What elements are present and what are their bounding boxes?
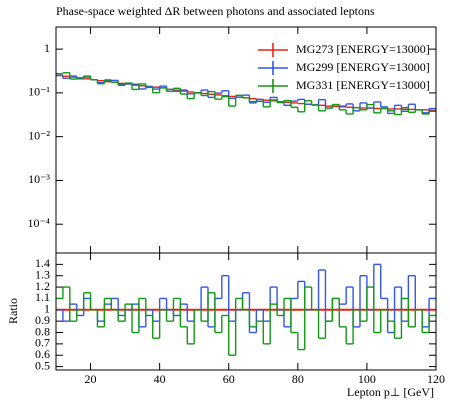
plot-frame	[55, 252, 437, 371]
legend-label: MG331 [ENERGY=13000]	[296, 78, 430, 92]
x-tick-label: 80	[292, 372, 304, 386]
y-tick-label: 1.2	[35, 279, 50, 293]
x-tick-label: 120	[427, 372, 445, 386]
y-axis-label: Ratio	[6, 298, 20, 324]
x-tick-label: 40	[154, 372, 166, 386]
y-tick-label: 10⁻¹	[28, 85, 50, 99]
x-axis-label: Lepton p⊥ [GeV]	[347, 385, 434, 399]
y-tick-label: 1.1	[35, 290, 50, 304]
x-tick-label: 60	[223, 372, 235, 386]
chart-title: Phase-space weighted ΔR between photons …	[56, 4, 375, 18]
y-tick-label: 0.6	[35, 347, 50, 361]
y-tick-label: 0.7	[35, 336, 50, 350]
y-tick-label: 1.3	[35, 267, 50, 281]
legend-label: MG273 [ENERGY=13000]	[296, 42, 430, 56]
y-tick-label: 0.8	[35, 324, 50, 338]
y-tick-label: 1	[44, 302, 50, 316]
x-tick-label: 100	[358, 372, 376, 386]
y-tick-label: 10⁻³	[28, 172, 50, 186]
y-tick-label: 1	[44, 41, 50, 55]
y-tick-label: 10⁻²	[28, 128, 50, 142]
y-tick-label: 10⁻⁴	[27, 216, 50, 230]
x-tick-label: 20	[85, 372, 97, 386]
y-tick-label: 0.5	[35, 358, 50, 372]
y-tick-label: 1.4	[35, 256, 50, 270]
legend-label: MG299 [ENERGY=13000]	[296, 60, 430, 74]
y-tick-label: 0.9	[35, 313, 50, 327]
